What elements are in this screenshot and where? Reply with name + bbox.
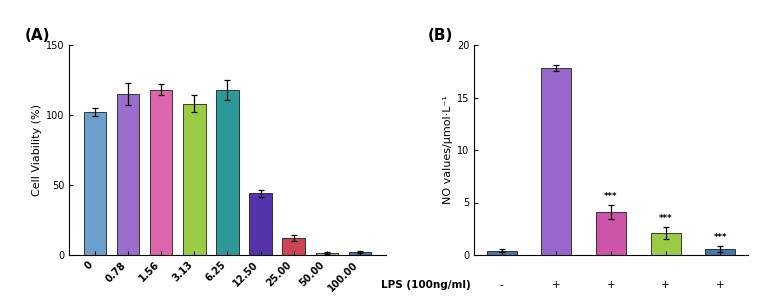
Bar — [216, 90, 239, 255]
Y-axis label: Cell Viability (%): Cell Viability (%) — [32, 104, 42, 196]
Bar — [282, 238, 305, 255]
Bar — [596, 212, 626, 255]
Bar — [315, 253, 338, 255]
Text: +: + — [662, 280, 670, 290]
Bar — [117, 94, 140, 255]
Bar — [541, 68, 571, 255]
Text: ***: *** — [659, 214, 672, 223]
Bar — [348, 252, 371, 255]
Bar — [183, 104, 206, 255]
Bar — [84, 112, 106, 255]
Text: ***: *** — [604, 192, 618, 201]
Text: (A): (A) — [25, 28, 51, 43]
Text: (B): (B) — [428, 28, 453, 43]
Bar — [150, 90, 173, 255]
Bar — [249, 194, 272, 255]
Bar — [705, 249, 736, 255]
Text: +: + — [607, 280, 615, 290]
Text: +: + — [716, 280, 725, 290]
Text: ***: *** — [714, 233, 727, 242]
Bar — [651, 233, 681, 255]
Bar — [487, 251, 517, 255]
Text: -: - — [500, 280, 503, 290]
Y-axis label: NO values/μmol·L⁻¹: NO values/μmol·L⁻¹ — [443, 96, 453, 204]
Text: +: + — [552, 280, 561, 290]
Text: LPS (100ng/ml): LPS (100ng/ml) — [381, 280, 470, 290]
